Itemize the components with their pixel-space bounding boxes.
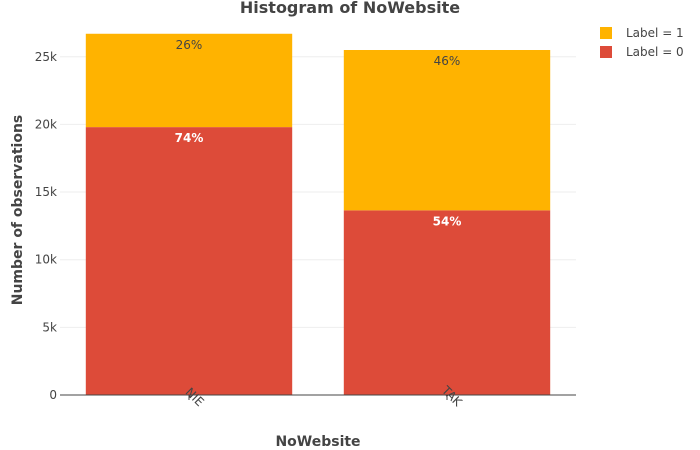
bars — [85, 33, 551, 395]
legend-swatch — [600, 27, 612, 39]
bar-segment — [85, 33, 293, 128]
bar-segment — [343, 210, 551, 395]
bar-percent-label: 26% — [176, 38, 203, 52]
bar-segment — [343, 50, 551, 211]
chart-title: Histogram of NoWebsite — [240, 0, 460, 17]
y-tick-label: 5k — [42, 320, 57, 334]
y-axis-ticks: 0 5k 10k 15k 20k 25k — [35, 50, 57, 402]
bar-percent-label: 54% — [433, 214, 462, 228]
y-tick-label: 10k — [35, 253, 57, 267]
bar-percent-label: 74% — [175, 131, 204, 145]
legend: Label = 1 Label = 0 — [600, 26, 684, 59]
bar-segment — [85, 127, 293, 395]
y-tick-label: 15k — [35, 185, 57, 199]
legend-label: Label = 0 — [626, 45, 684, 59]
legend-label: Label = 1 — [626, 26, 684, 40]
y-tick-label: 0 — [49, 388, 57, 402]
y-axis-title: Number of observations — [10, 115, 26, 306]
x-axis-title: NoWebsite — [275, 434, 360, 450]
y-tick-label: 20k — [35, 117, 57, 131]
y-tick-label: 25k — [35, 50, 57, 64]
bar-percent-label: 46% — [434, 54, 461, 68]
legend-swatch — [600, 46, 612, 58]
data-labels: 74% 26% 54% 46% — [175, 38, 462, 229]
